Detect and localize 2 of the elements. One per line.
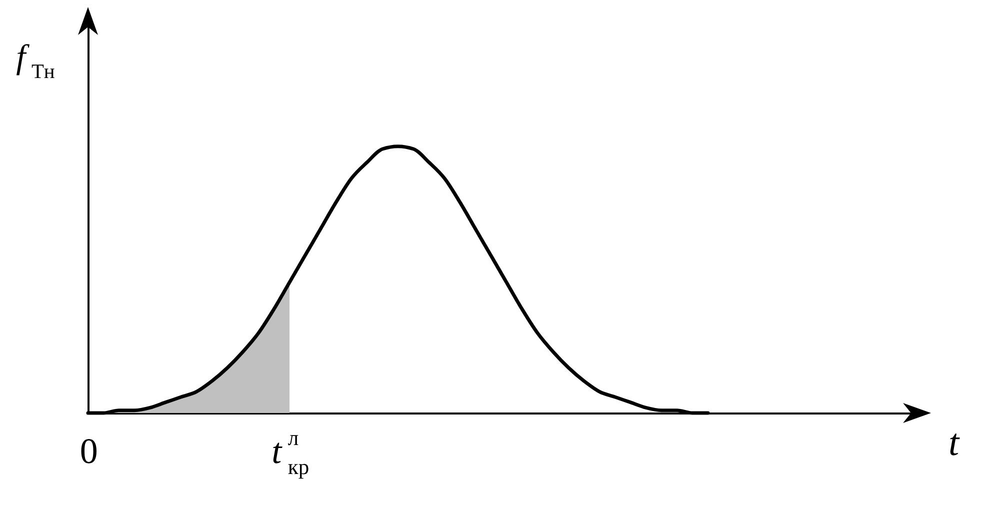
x-axis-title: t bbox=[948, 422, 960, 464]
x-tick-label: 0 bbox=[80, 431, 98, 471]
